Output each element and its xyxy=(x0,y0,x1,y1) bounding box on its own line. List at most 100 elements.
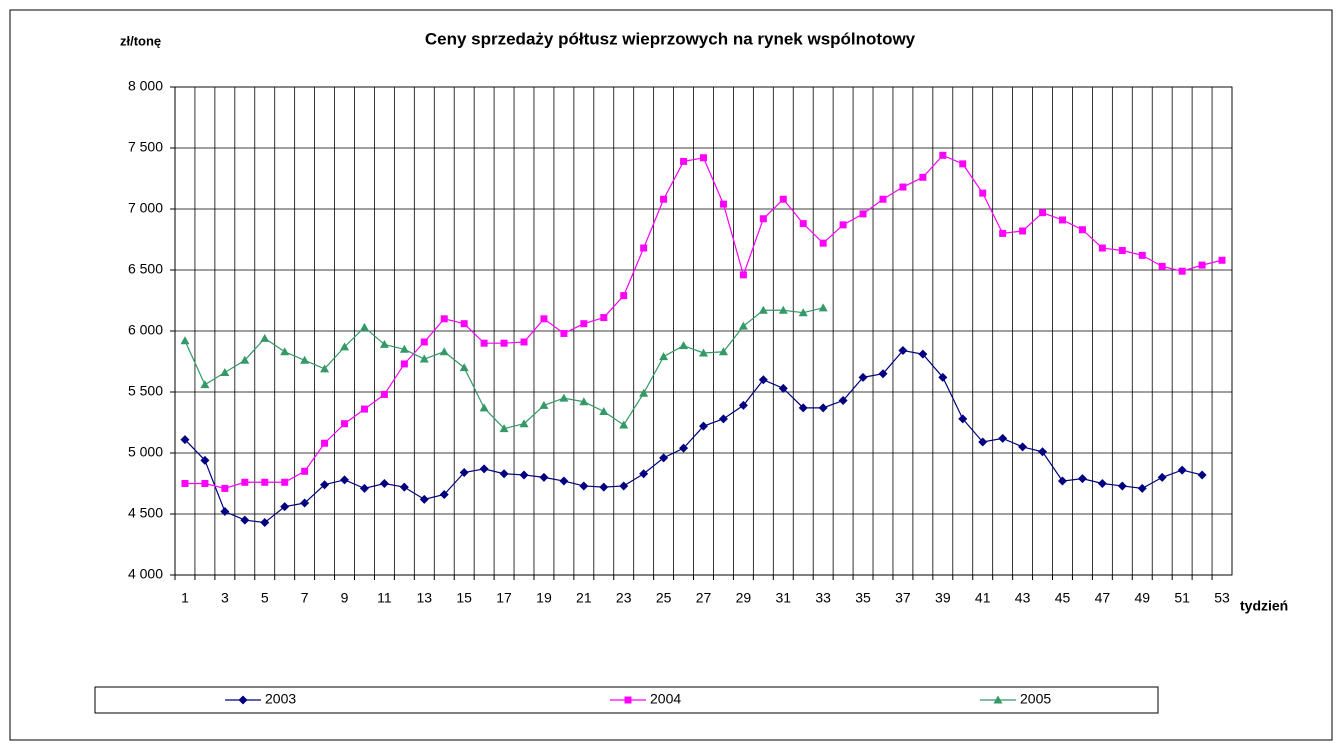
y-tick-label: 7 000 xyxy=(128,200,163,216)
point-marker xyxy=(619,420,629,429)
point-marker xyxy=(719,200,727,208)
x-tick-label: 5 xyxy=(261,590,269,606)
point-marker xyxy=(758,305,768,314)
point-marker xyxy=(938,372,948,382)
point-marker xyxy=(459,363,469,372)
chart-frame xyxy=(9,9,1333,741)
legend-marker xyxy=(238,695,248,705)
point-marker xyxy=(838,396,848,406)
point-marker xyxy=(181,480,189,487)
point-marker xyxy=(718,347,728,356)
point-marker xyxy=(340,342,350,351)
point-marker xyxy=(539,400,549,409)
point-marker xyxy=(1078,226,1086,234)
point-marker xyxy=(479,464,489,474)
x-tick-label: 37 xyxy=(895,590,911,606)
point-marker xyxy=(1178,267,1186,275)
point-marker xyxy=(818,303,828,312)
point-marker xyxy=(1118,246,1126,254)
point-marker xyxy=(700,154,707,162)
x-tick-label: 33 xyxy=(815,590,831,606)
point-marker xyxy=(1097,479,1107,488)
point-marker xyxy=(579,481,589,491)
x-tick-label: 1 xyxy=(181,590,189,606)
point-marker xyxy=(619,481,629,491)
point-marker xyxy=(201,480,209,487)
point-marker xyxy=(1039,209,1047,217)
point-marker xyxy=(1197,470,1207,480)
legend-label: 2004 xyxy=(650,691,681,707)
point-marker xyxy=(878,369,888,379)
chart-title: Ceny sprzedaży półtusz wieprzowych na ry… xyxy=(425,29,916,48)
point-marker xyxy=(1177,465,1187,475)
point-marker xyxy=(778,383,788,393)
x-tick-label: 7 xyxy=(301,590,309,606)
point-marker xyxy=(979,189,987,197)
point-marker xyxy=(260,333,270,342)
point-marker xyxy=(261,478,269,486)
point-marker xyxy=(519,419,529,428)
point-marker xyxy=(758,375,768,385)
point-marker xyxy=(519,470,529,480)
x-tick-label: 9 xyxy=(341,590,349,606)
y-tick-label: 7 500 xyxy=(128,139,163,155)
x-tick-label: 13 xyxy=(417,590,433,606)
y-tick-label: 6 000 xyxy=(128,322,163,338)
point-marker xyxy=(1038,447,1048,457)
x-tick-label: 15 xyxy=(456,590,472,606)
point-marker xyxy=(220,507,230,517)
point-marker xyxy=(300,498,310,508)
x-tick-label: 39 xyxy=(935,590,951,606)
point-marker xyxy=(560,329,568,337)
point-marker xyxy=(640,244,648,252)
point-marker xyxy=(858,372,868,382)
point-marker xyxy=(738,400,748,410)
y-tick-label: 4 000 xyxy=(128,566,163,582)
point-marker xyxy=(419,494,429,504)
point-marker xyxy=(1077,474,1087,484)
point-marker xyxy=(1158,262,1166,270)
point-marker xyxy=(978,437,988,447)
point-marker xyxy=(379,339,389,348)
point-marker xyxy=(460,320,468,328)
point-marker xyxy=(340,475,350,485)
point-marker xyxy=(479,403,489,412)
point-marker xyxy=(379,479,389,488)
point-marker xyxy=(799,220,807,228)
point-marker xyxy=(260,518,270,528)
point-marker xyxy=(320,364,330,373)
point-marker xyxy=(359,483,369,493)
point-marker xyxy=(220,367,230,376)
point-marker xyxy=(241,478,249,486)
plot-border xyxy=(174,86,1233,576)
point-marker xyxy=(579,397,589,406)
point-marker xyxy=(999,229,1007,237)
point-marker xyxy=(1138,251,1146,259)
point-marker xyxy=(240,515,250,525)
point-marker xyxy=(879,195,887,203)
point-marker xyxy=(639,388,649,397)
point-marker xyxy=(420,338,428,346)
x-tick-label: 23 xyxy=(616,590,632,606)
x-tick-label: 47 xyxy=(1095,590,1111,606)
point-marker xyxy=(1057,476,1067,486)
point-marker xyxy=(739,271,747,279)
x-tick-label: 19 xyxy=(536,590,552,606)
point-marker xyxy=(419,354,429,363)
x-tick-label: 41 xyxy=(975,590,991,606)
point-marker xyxy=(480,339,488,347)
point-marker xyxy=(281,478,289,486)
point-marker xyxy=(899,183,907,191)
x-tick-label: 49 xyxy=(1134,590,1150,606)
y-tick-label: 4 500 xyxy=(128,505,163,521)
point-marker xyxy=(221,484,229,492)
point-marker xyxy=(520,338,528,346)
legend-marker xyxy=(624,696,632,704)
point-marker xyxy=(599,407,609,416)
y-tick-label: 5 000 xyxy=(128,444,163,460)
x-tick-label: 21 xyxy=(576,590,592,606)
point-marker xyxy=(679,341,689,350)
point-marker xyxy=(1019,227,1027,235)
point-marker xyxy=(1198,261,1206,269)
point-marker xyxy=(958,414,968,424)
